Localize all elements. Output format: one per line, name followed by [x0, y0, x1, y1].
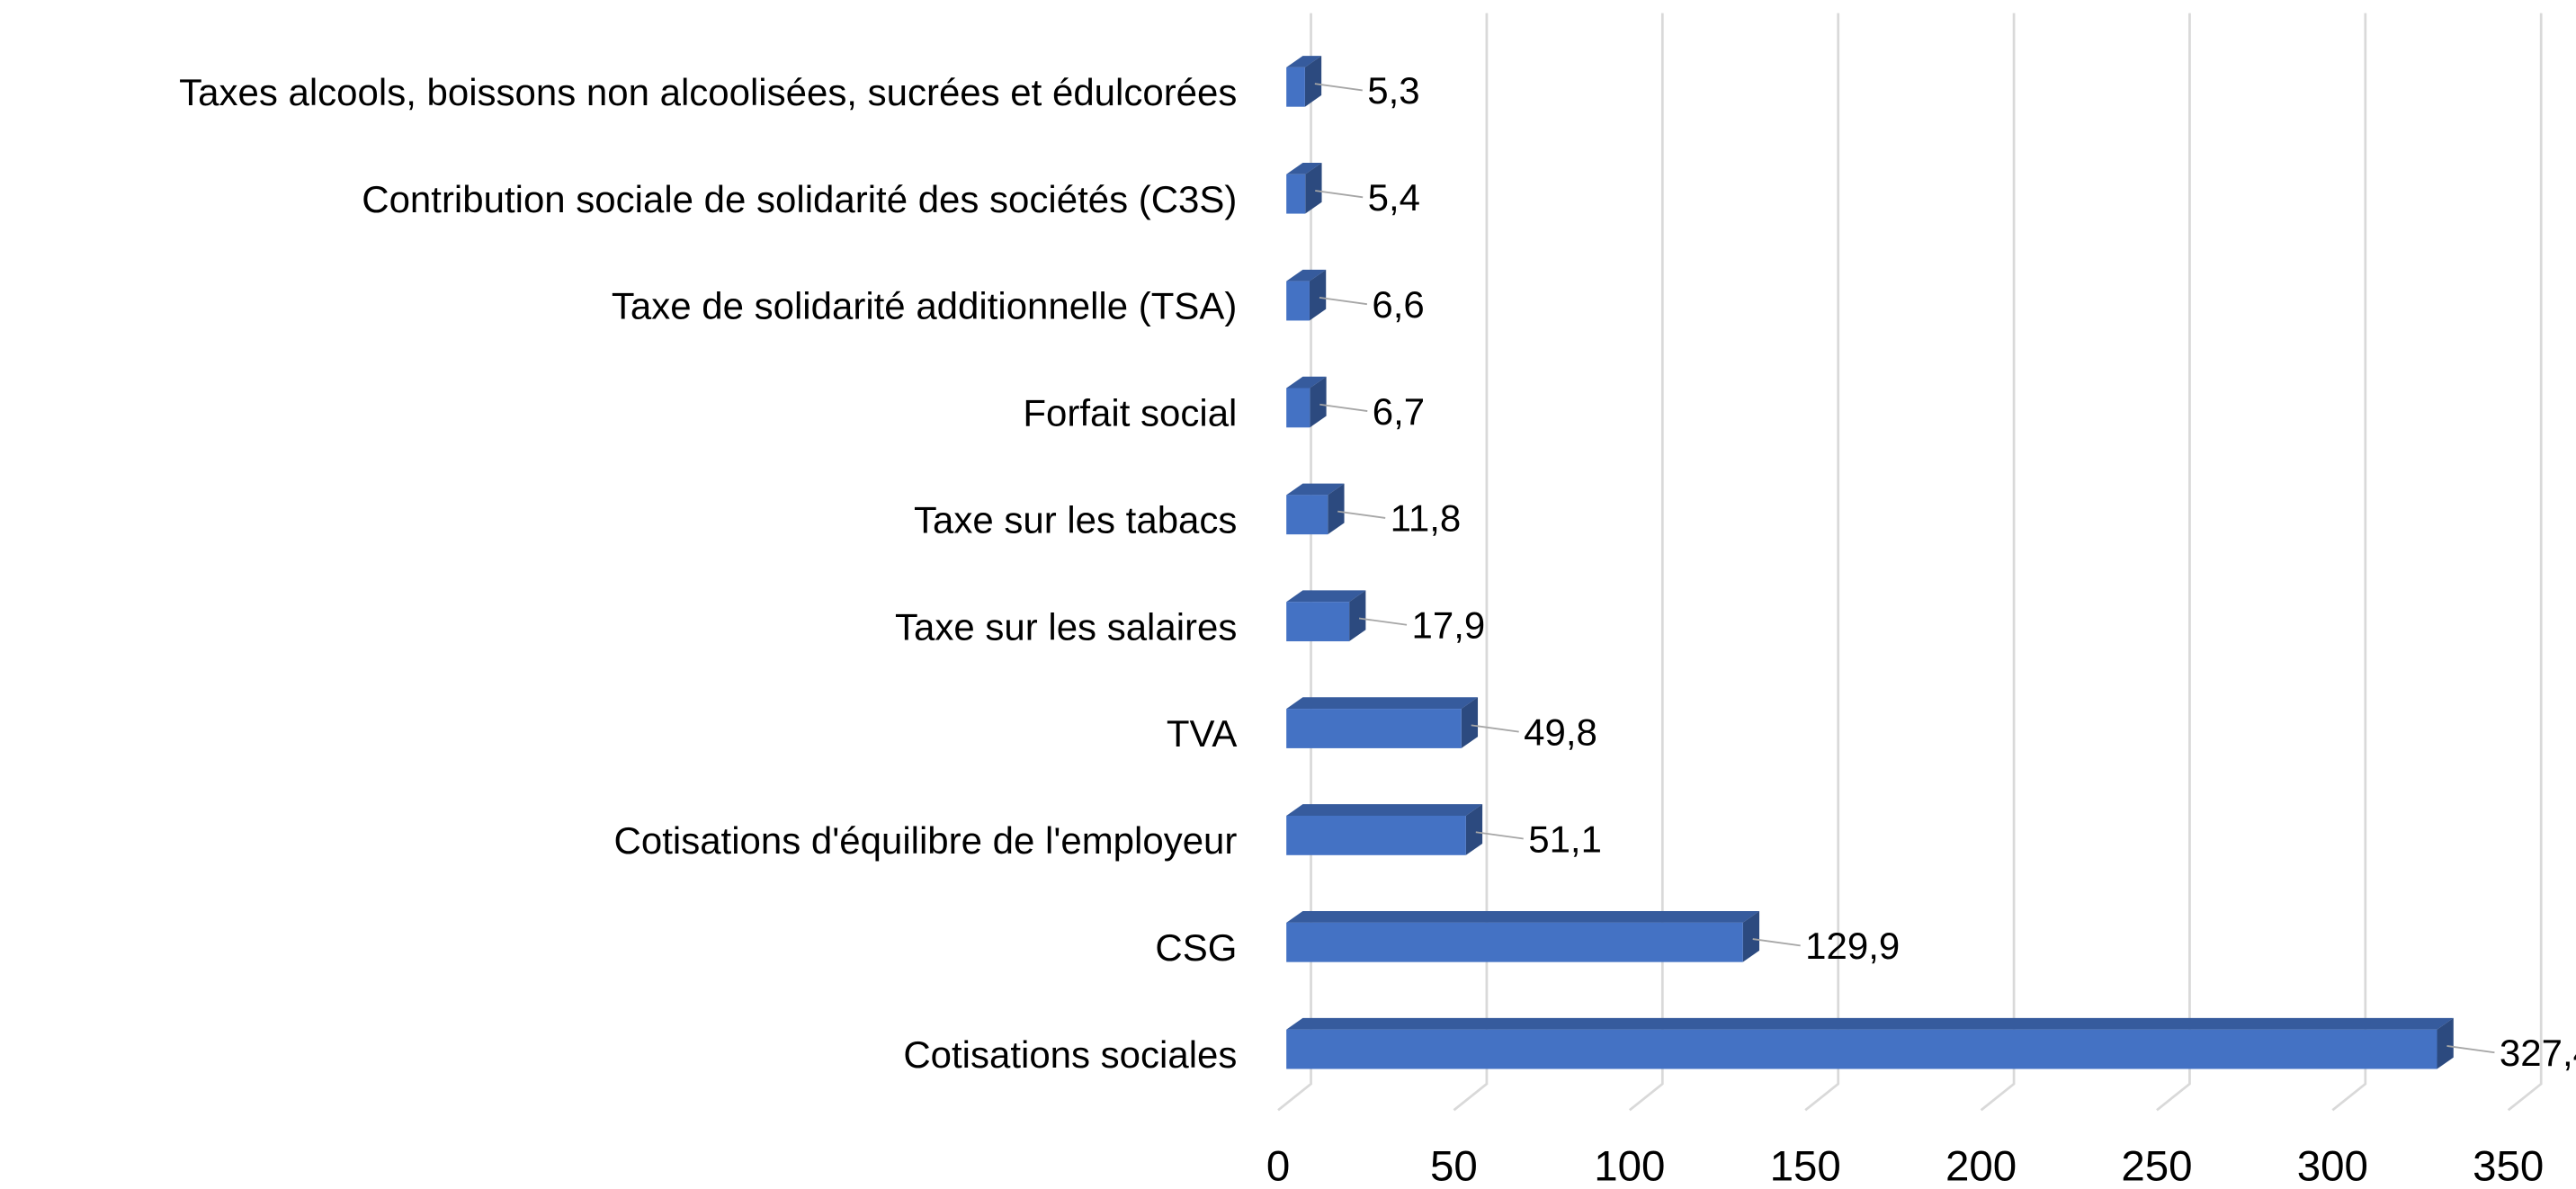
- leader-line: [1358, 617, 1408, 626]
- leader-line: [1471, 724, 1519, 733]
- y-tick-label: Contribution sociale de solidarité des s…: [362, 178, 1237, 220]
- bar: [1286, 388, 1310, 428]
- bar-top: [1286, 697, 1479, 710]
- grid-line: [2507, 13, 2543, 1112]
- x-tick-label: 100: [1594, 1143, 1665, 1189]
- bar-top: [1286, 269, 1327, 282]
- y-tick-label: Cotisations sociales: [903, 1033, 1237, 1076]
- data-label: 5,4: [1368, 176, 1420, 219]
- bar-side: [1465, 804, 1483, 855]
- x-tick-label: 350: [2473, 1143, 2544, 1189]
- data-label: 49,8: [1524, 711, 1597, 753]
- bar-side: [2437, 1017, 2454, 1069]
- y-tick-label: Taxe sur les tabacs: [914, 498, 1237, 541]
- leader-line: [1314, 83, 1363, 92]
- bar: [1286, 709, 1462, 748]
- bar-top: [1286, 162, 1322, 174]
- bar: [1286, 67, 1305, 107]
- grid-line: [1804, 13, 1840, 1112]
- bar: [1286, 815, 1466, 855]
- bar-side: [1349, 590, 1366, 642]
- data-label: 5,3: [1367, 69, 1419, 112]
- bar-top: [1286, 1017, 2454, 1030]
- bar-side: [1310, 376, 1327, 428]
- bar-side: [1461, 697, 1479, 748]
- bar-top: [1286, 590, 1366, 603]
- x-tick-label: 50: [1430, 1143, 1478, 1189]
- y-tick-label: Taxe de solidarité additionnelle (TSA): [612, 285, 1237, 327]
- bar-top: [1286, 804, 1483, 816]
- y-tick-label: Taxe sur les salaires: [895, 605, 1237, 648]
- x-tick-label: 200: [1945, 1143, 2017, 1189]
- grid-line: [1453, 13, 1489, 1112]
- bar-side: [1309, 269, 1327, 321]
- data-label: 129,9: [1805, 925, 1900, 967]
- y-tick-label: Taxes alcools, boissons non alcoolisées,…: [179, 71, 1237, 113]
- bar-top: [1286, 376, 1327, 389]
- bar-side: [1742, 911, 1760, 962]
- grid-line: [2331, 13, 2367, 1112]
- leader-line: [1337, 510, 1386, 519]
- leader-line: [1319, 296, 1367, 306]
- grid-line: [1980, 13, 2016, 1112]
- leader-line: [1475, 831, 1524, 840]
- leader-line: [1752, 938, 1801, 947]
- bar-side: [1304, 56, 1322, 107]
- bar: [1286, 1029, 2437, 1069]
- grid-line: [1277, 13, 1312, 1112]
- bar-top: [1286, 483, 1345, 496]
- bar: [1286, 281, 1310, 321]
- bar-side: [1305, 162, 1322, 214]
- leader-line: [1319, 403, 1368, 412]
- data-label: 6,7: [1373, 390, 1425, 433]
- y-tick-label: Cotisations d'équilibre de l'employeur: [614, 819, 1238, 862]
- bar-top: [1286, 911, 1760, 923]
- data-label: 17,9: [1412, 604, 1486, 647]
- y-tick-label: TVA: [1167, 712, 1238, 755]
- y-tick-label: CSG: [1155, 926, 1237, 969]
- bar: [1286, 174, 1306, 214]
- data-label: 327,4: [2500, 1032, 2576, 1074]
- bar-side: [1328, 483, 1345, 535]
- data-label: 51,1: [1528, 818, 1602, 860]
- bar: [1286, 495, 1328, 535]
- grid-line: [1628, 13, 1664, 1112]
- data-label: 6,6: [1372, 283, 1424, 326]
- y-tick-label: Forfait social: [1023, 392, 1237, 434]
- x-tick-label: 250: [2121, 1143, 2192, 1189]
- grid-line: [2156, 13, 2191, 1112]
- leader-line: [1315, 190, 1364, 199]
- x-tick-label: 150: [1770, 1143, 1841, 1189]
- bar: [1286, 922, 1743, 962]
- bar-top: [1286, 56, 1322, 67]
- x-tick-label: 0: [1266, 1143, 1290, 1189]
- leader-line: [2446, 1045, 2495, 1054]
- bar: [1286, 602, 1350, 642]
- data-label: 11,8: [1391, 497, 1462, 540]
- x-tick-label: 300: [2297, 1143, 2368, 1189]
